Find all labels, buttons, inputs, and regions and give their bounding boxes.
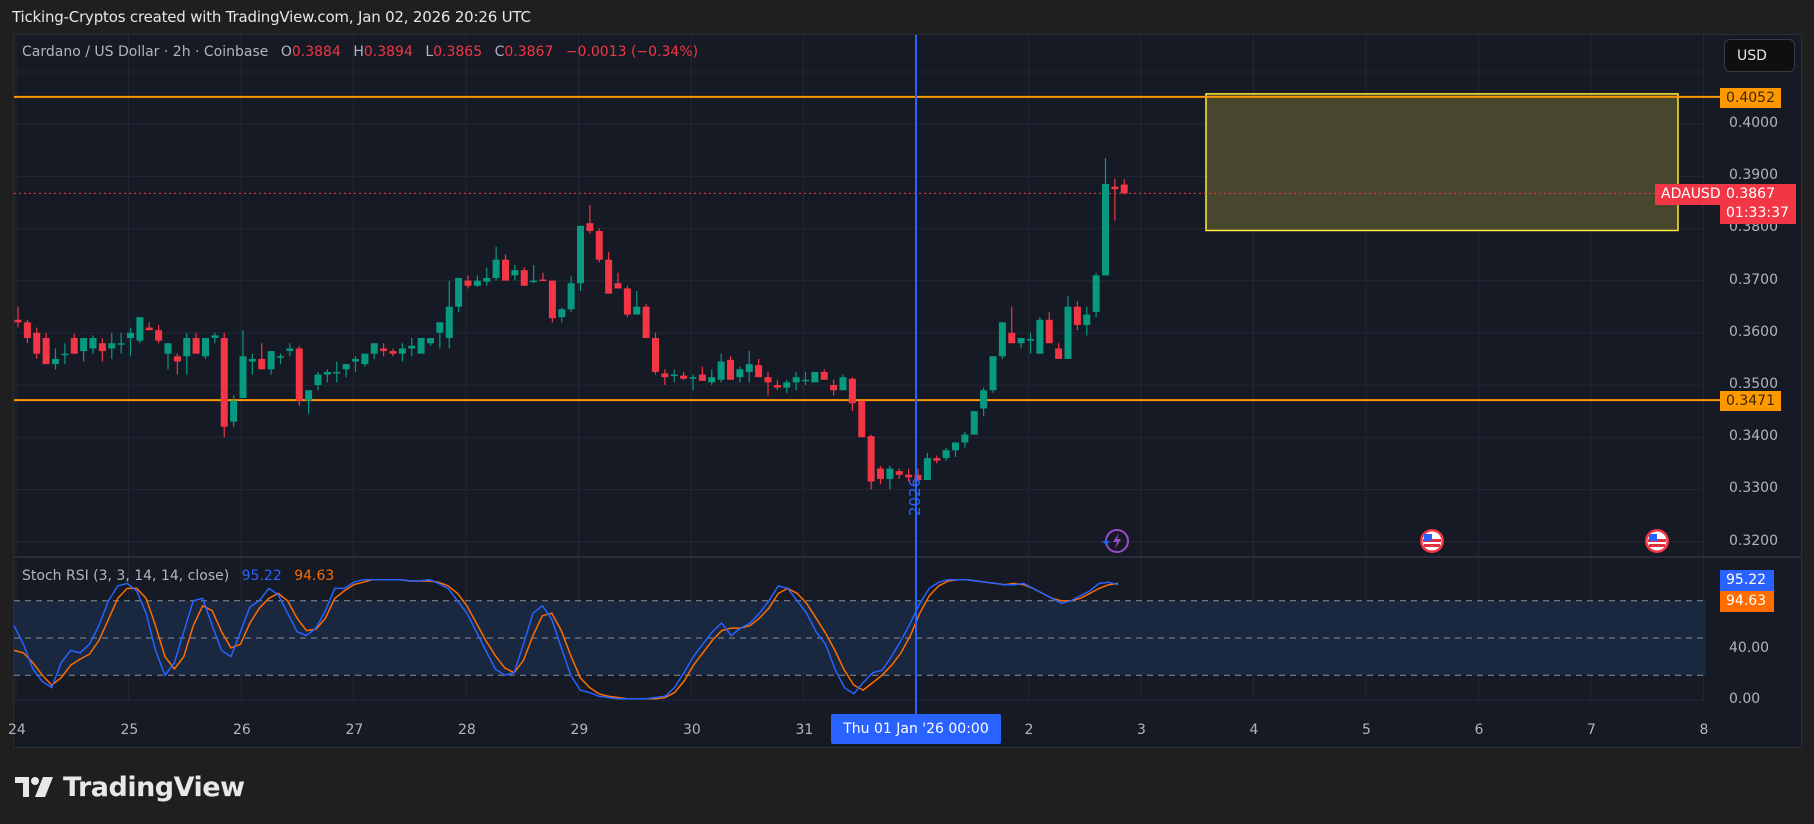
stoch-rsi-legend[interactable]: Stoch RSI (3, 3, 14, 14, close) 95.22 94…	[22, 568, 334, 584]
time-axis-label: 26	[233, 722, 251, 738]
time-axis-label: 27	[345, 722, 364, 738]
us-flag-event-icon[interactable]	[1643, 527, 1671, 555]
stoch-d-tag: 94.63	[1720, 591, 1774, 612]
change-value: −0.0013 (−0.34%)	[565, 44, 699, 60]
price-axis-label: 0.3300	[1729, 480, 1778, 497]
low-value: 0.3865	[433, 44, 483, 60]
candlestick-series	[14, 157, 1128, 490]
stoch-axis-40: 40.00	[1729, 640, 1770, 656]
time-axis-label: 5	[1362, 722, 1371, 738]
time-axis-label: 3	[1137, 722, 1146, 738]
tradingview-logo[interactable]: TradingView	[15, 772, 245, 803]
last-price: 0.3867	[1726, 186, 1775, 202]
stoch-title: Stoch RSI (3, 3, 14, 14, close)	[22, 568, 230, 584]
symbol-tag: ADAUSD	[1655, 184, 1727, 205]
open-value: 0.3884	[291, 44, 341, 60]
price-axis-label: 0.3900	[1729, 167, 1778, 184]
time-axis-label: 8	[1699, 722, 1709, 738]
stoch-rsi-pane	[13, 578, 1119, 700]
price-axis-label: 0.3200	[1729, 532, 1778, 549]
price-axis-label: 0.4000	[1729, 115, 1778, 131]
symbol-title: Cardano / US Dollar · 2h · Coinbase	[22, 44, 269, 60]
currency-button[interactable]: USD	[1724, 39, 1795, 72]
price-axis-label: 0.3400	[1729, 428, 1778, 445]
bar-countdown: 01:33:37	[1726, 205, 1789, 221]
year-marker: 2026	[906, 477, 924, 516]
chart-caption: Ticking-Cryptos created with TradingView…	[12, 8, 531, 26]
resistance-price-tag: 0.4052	[1720, 88, 1781, 108]
lightning-event-icon[interactable]	[1100, 527, 1130, 555]
crosshair-date-label: Thu 01 Jan '26 00:00	[831, 714, 1001, 744]
close-value: 0.3867	[504, 44, 554, 60]
support-price-tag: 0.3471	[1720, 391, 1781, 411]
time-axis-label: 7	[1587, 722, 1596, 738]
us-flag-event-icon[interactable]	[1418, 527, 1446, 555]
stoch-d-value: 94.63	[294, 568, 335, 584]
symbol-legend[interactable]: Cardano / US Dollar · 2h · Coinbase O0.3…	[22, 44, 699, 60]
price-axis-label: 0.3600	[1729, 323, 1778, 340]
stoch-k-tag: 95.22	[1720, 570, 1774, 591]
time-axis-label: 30	[683, 722, 701, 738]
time-axis-label: 31	[795, 722, 814, 738]
stoch-k-value: 95.22	[241, 568, 282, 584]
time-axis-label: 24	[8, 722, 26, 738]
time-axis-label: 25	[120, 722, 139, 738]
time-axis-label: 29	[570, 722, 589, 738]
price-axis-label: 0.3500	[1729, 376, 1778, 392]
brand-name: TradingView	[63, 772, 245, 803]
time-axis-label: 4	[1249, 722, 1259, 738]
high-value: 0.3894	[363, 44, 413, 60]
price-axis-label: 0.3700	[1729, 271, 1778, 288]
target-zone-rectangle[interactable]	[1205, 93, 1679, 232]
tradingview-logo-icon	[15, 776, 53, 797]
stoch-axis-0: 0.00	[1729, 691, 1761, 707]
time-axis-label: 2	[1024, 722, 1034, 738]
last-price-tag: 0.3867 01:33:37	[1720, 184, 1796, 224]
time-axis-label: 28	[458, 722, 476, 738]
time-axis-label: 6	[1474, 722, 1484, 738]
